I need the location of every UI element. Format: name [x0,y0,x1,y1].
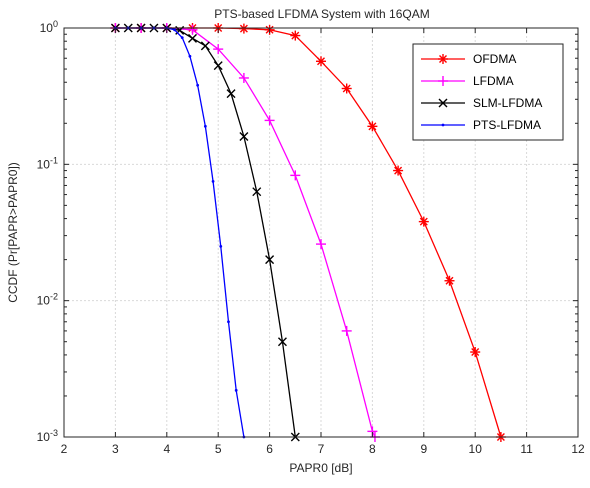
legend-box [412,43,564,141]
legend-label: PTS-LFDMA [473,118,541,132]
data-point [239,24,248,33]
x-tick-label: 2 [61,442,68,456]
x-tick-label: 6 [266,442,273,456]
data-point [227,320,230,324]
y-axis-label: CCDF (Pr[PAPR>PAPR0]) [6,162,20,303]
legend-item-pts-lfdma: PTS-LFDMA [421,118,541,132]
x-tick-label: 4 [163,442,170,456]
data-point [173,28,176,32]
legend-item-ofdma: OFDMA [421,52,516,66]
x-tick-label: 3 [112,442,119,456]
legend-item-slm-lfdma: SLM-LFDMA [421,96,542,110]
x-tick-label: 11 [520,442,533,456]
data-point [277,337,287,347]
chart-title: PTS-based LFDMA System with 16QAM [214,7,429,21]
data-point [200,41,210,51]
legend-label: OFDMA [473,52,516,66]
data-point [180,36,184,40]
y-tick-label: 10-3 [37,428,58,444]
data-point [394,166,403,175]
data-point [252,187,262,197]
x-tick-label: 5 [215,442,222,456]
legend-swatch-marker [439,55,447,63]
data-point [265,255,275,265]
x-tick-label: 9 [420,442,427,456]
data-point [445,276,454,285]
data-point [188,33,197,43]
data-point [213,61,223,71]
data-point [219,245,223,248]
data-point [188,54,192,58]
x-axis-label: PAPR0 [dB] [289,461,352,475]
x-tick-label: 7 [318,442,325,456]
legend: OFDMA LFDMA SLM-LFDMA PTS-LFDMA [412,43,564,141]
data-point [368,122,377,131]
legend-swatch-marker [438,98,448,108]
data-point [211,179,215,183]
y-tick-label: 100 [40,19,58,35]
data-point [203,124,207,128]
legend-item-lfdma: LFDMA [421,74,514,88]
x-tick-label: 10 [469,442,483,456]
legend-swatch-marker [441,123,445,127]
legend-label: LFDMA [473,74,514,88]
data-point [419,217,428,226]
data-point [226,89,236,99]
y-tick-label: 10-1 [37,155,58,171]
data-point [239,132,249,141]
data-point [291,31,300,40]
legend-label: SLM-LFDMA [473,96,542,110]
x-tick-label: 12 [571,442,585,456]
data-point [471,348,480,357]
axis-ticks: 2 3 4 5 6 7 8 9 10 11 12 100 10-1 10-2 10-3 [37,19,585,456]
data-point [196,83,200,87]
data-point [342,84,351,93]
data-point [317,57,325,66]
x-tick-label: 8 [369,442,376,456]
data-point [234,388,238,392]
y-tick-label: 10-2 [37,292,58,308]
